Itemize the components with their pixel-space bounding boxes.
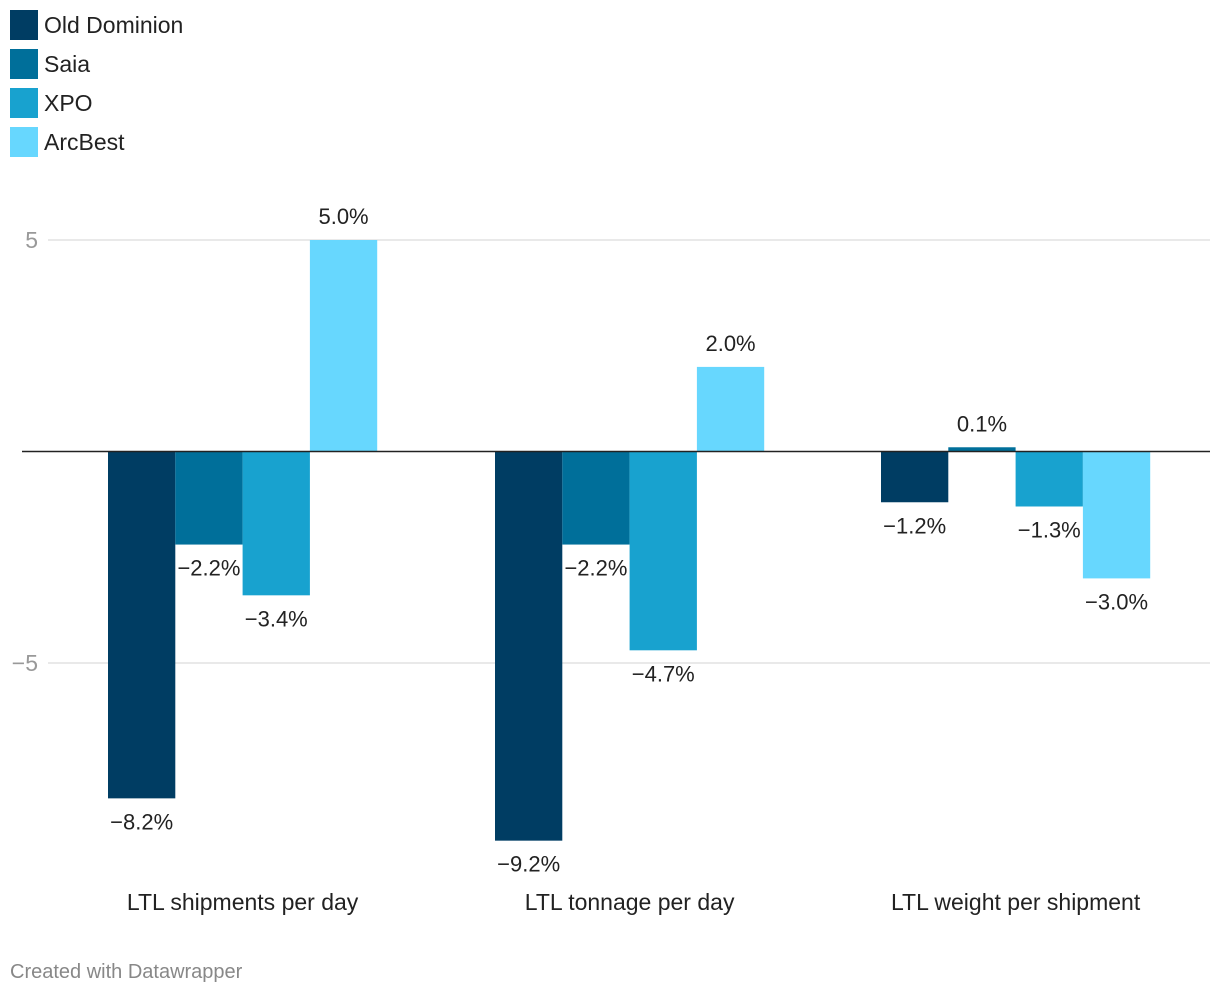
legend-label-saia: Saia — [44, 50, 91, 77]
bar-old-dominion-2 — [881, 451, 949, 503]
bar-label-arcbest-2: −3.0% — [1085, 589, 1148, 614]
legend-swatch-xpo — [10, 88, 38, 118]
legend-item-arcbest: ArcBest — [10, 127, 183, 157]
bar-label-old-dominion-1: −9.2% — [497, 852, 560, 877]
bar-chart: 5−5−8.2%−2.2%−3.4%5.0%LTL shipments per … — [12, 204, 1210, 915]
bar-old-dominion-0 — [108, 451, 176, 799]
bar-saia-2 — [948, 447, 1016, 452]
bar-old-dominion-1 — [495, 451, 563, 841]
legend-swatch-old-dominion — [10, 10, 38, 40]
category-label-0: LTL shipments per day — [127, 889, 359, 915]
bar-label-xpo-0: −3.4% — [245, 606, 308, 631]
bar-label-saia-2: 0.1% — [957, 411, 1007, 436]
legend-item-saia: Saia — [10, 49, 183, 79]
bar-label-saia-0: −2.2% — [177, 556, 240, 581]
legend-label-arcbest: ArcBest — [44, 128, 125, 155]
bar-label-xpo-1: −4.7% — [632, 661, 695, 686]
bar-saia-1 — [562, 451, 630, 545]
legend-item-xpo: XPO — [10, 88, 183, 118]
bar-label-old-dominion-0: −8.2% — [110, 809, 173, 834]
bar-xpo-0 — [242, 451, 310, 596]
legend-swatch-arcbest — [10, 127, 38, 157]
category-label-1: LTL tonnage per day — [525, 889, 735, 915]
chart-legend: Old Dominion Saia XPO ArcBest — [10, 10, 183, 166]
bar-xpo-2 — [1015, 451, 1083, 507]
legend-swatch-saia — [10, 49, 38, 79]
datawrapper-credit: Created with Datawrapper — [10, 961, 243, 983]
bar-arcbest-0 — [309, 240, 378, 452]
legend-item-old-dominion: Old Dominion — [10, 10, 183, 40]
bar-label-xpo-2: −1.3% — [1018, 517, 1081, 542]
legend-label-old-dominion: Old Dominion — [44, 11, 184, 38]
bar-label-old-dominion-2: −1.2% — [883, 513, 946, 538]
legend-label-xpo: XPO — [44, 89, 93, 116]
bar-xpo-1 — [629, 451, 697, 651]
y-tick-label-0: 5 — [25, 227, 38, 253]
bar-label-arcbest-1: 2.0% — [705, 331, 755, 356]
bar-arcbest-1 — [696, 366, 765, 452]
bar-saia-0 — [175, 451, 243, 545]
category-label-2: LTL weight per shipment — [891, 889, 1141, 915]
bar-label-saia-1: −2.2% — [564, 556, 627, 581]
y-tick-label-1: −5 — [12, 650, 38, 676]
bar-arcbest-2 — [1082, 451, 1151, 579]
bar-label-arcbest-0: 5.0% — [318, 204, 368, 229]
